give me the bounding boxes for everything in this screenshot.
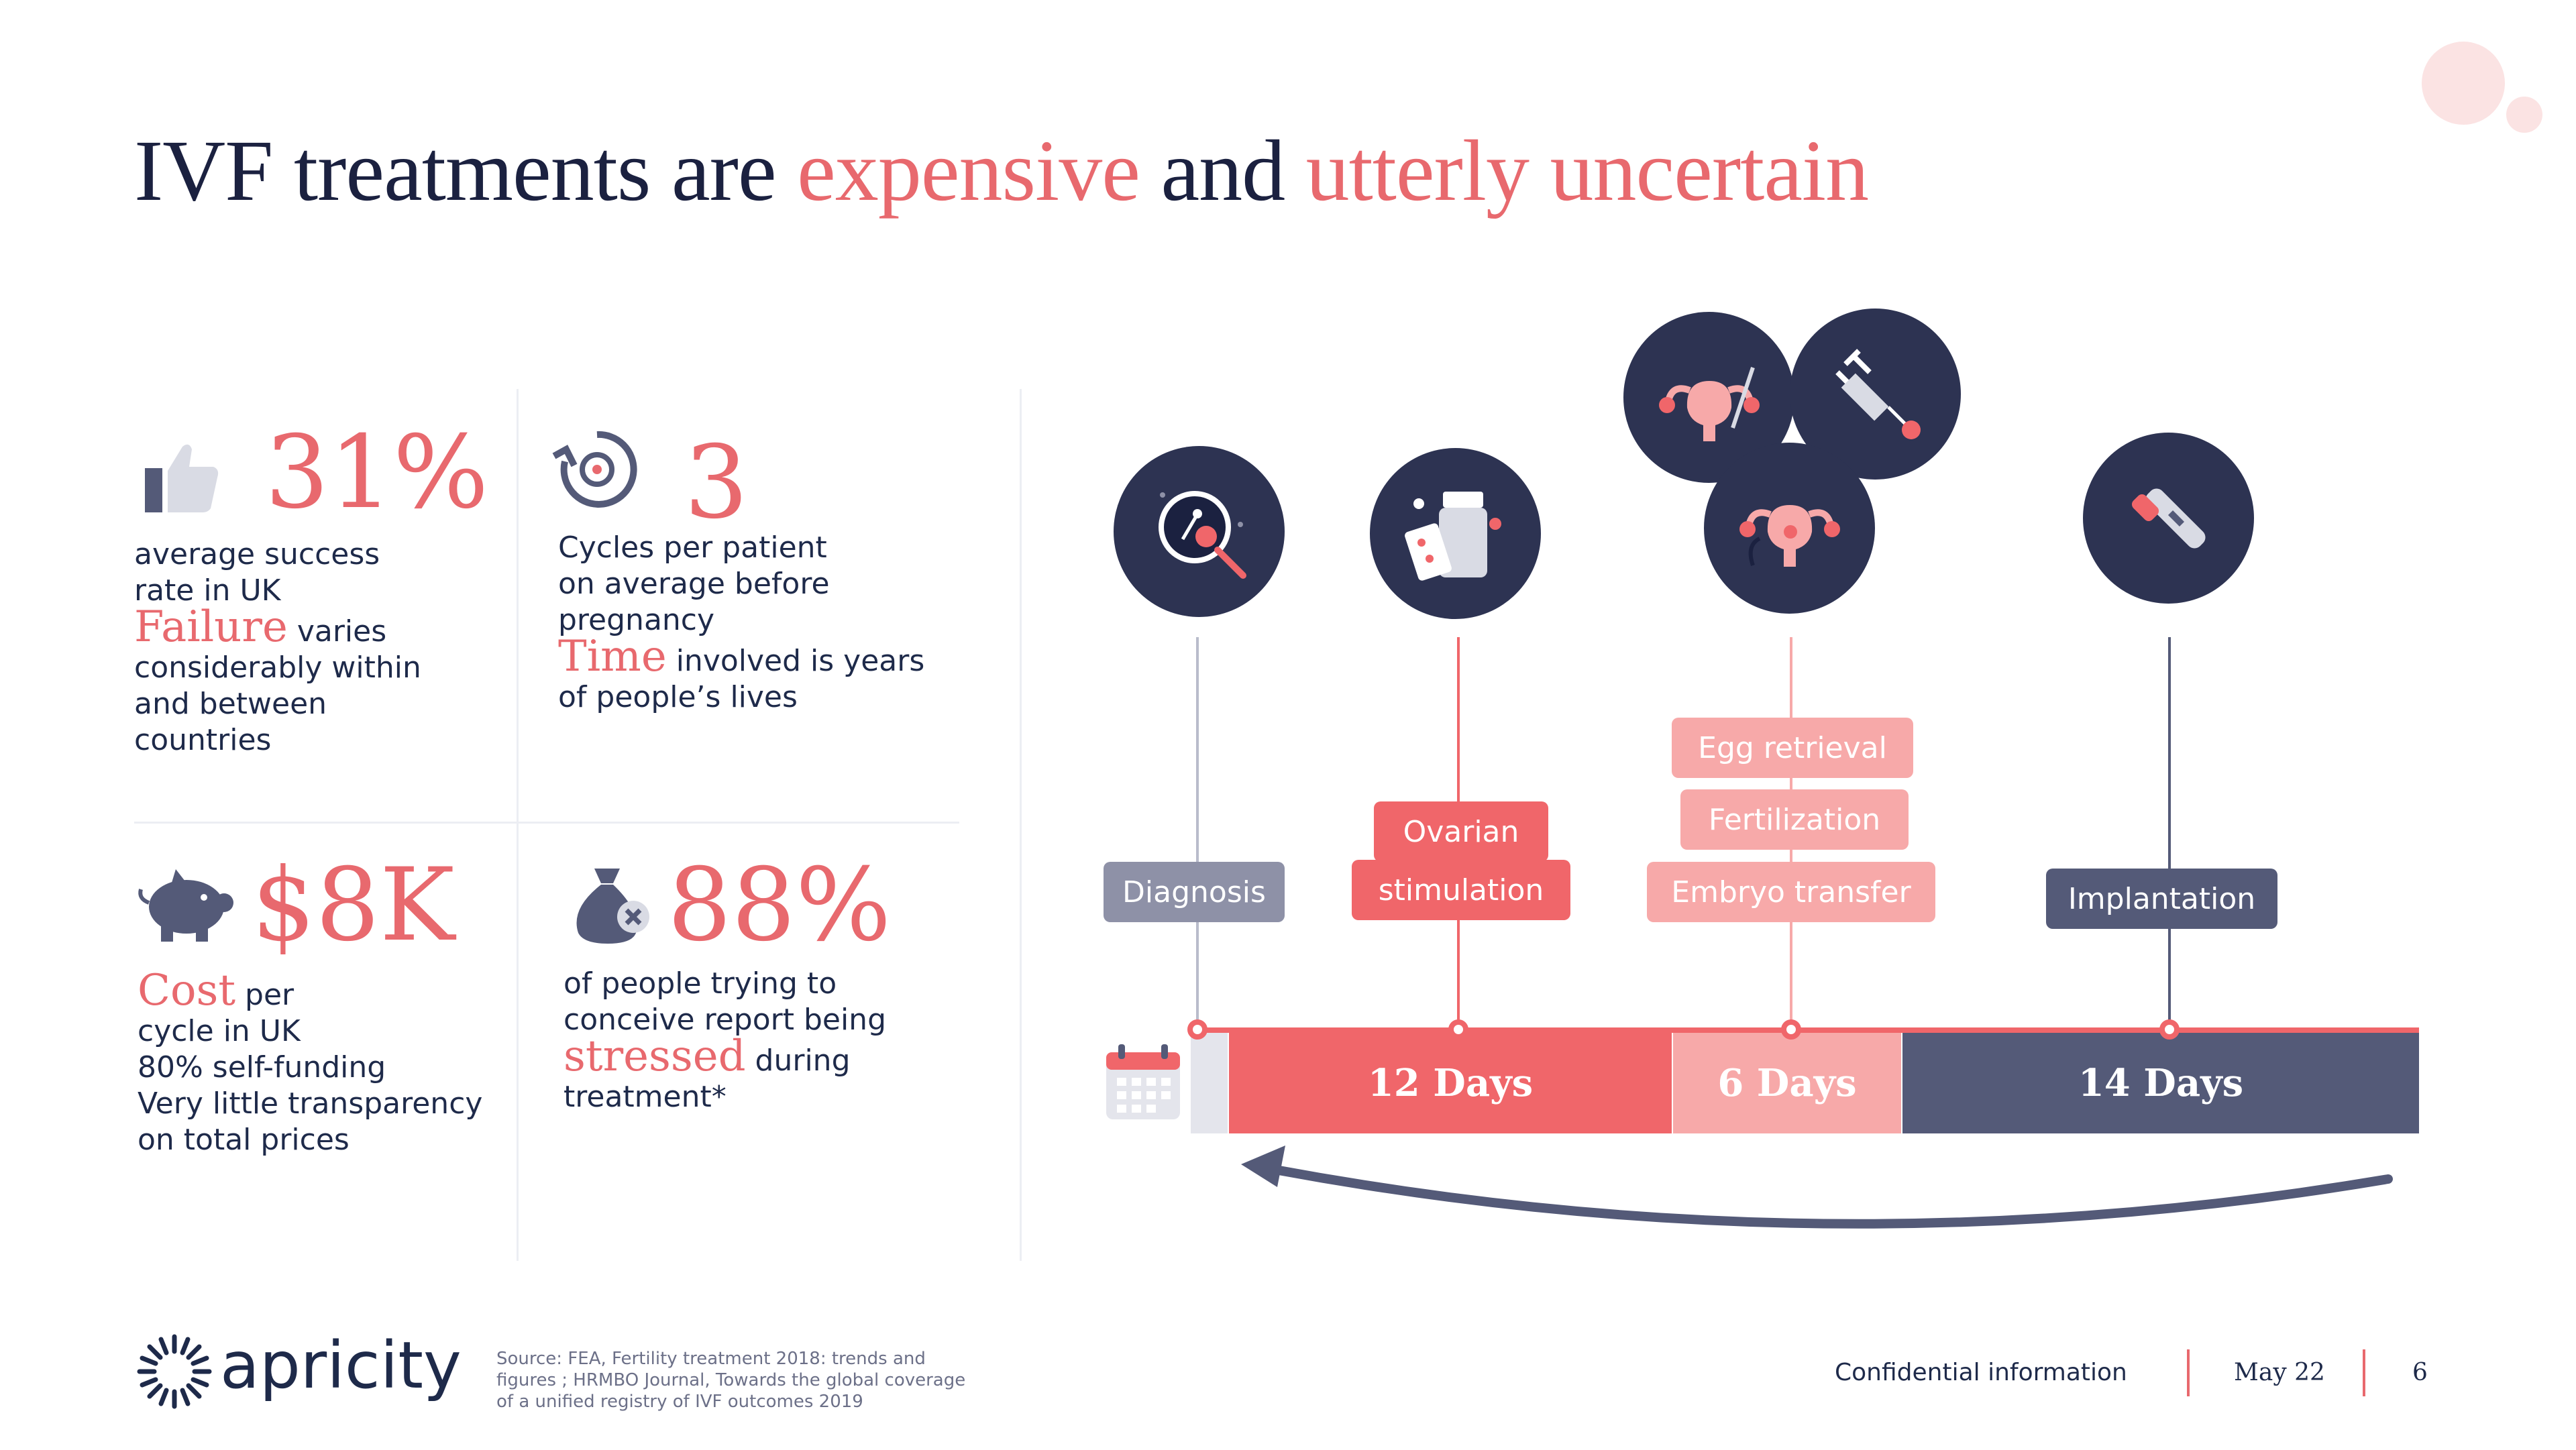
stat-cost-text: Cost per cycle in UK 80% self-funding Ve… <box>138 966 483 1157</box>
footer-date: May 22 <box>2234 1359 2325 1386</box>
timeline-marker-egg <box>1781 1019 1801 1040</box>
confidential-label: Confidential information <box>1835 1359 2127 1386</box>
timeline-marker-diagnosis <box>1187 1019 1208 1040</box>
pregnancy-test-icon <box>2131 488 2206 549</box>
stat-cost-value: $8K <box>252 847 455 964</box>
footer-separator-1 <box>2187 1349 2190 1396</box>
stat-success-text: average success rate in UK Failure varie… <box>134 537 421 757</box>
page-number: 6 <box>2412 1359 2428 1386</box>
step-egg-retrieval: Egg retrieval <box>1672 718 1913 778</box>
diagnosis-circle <box>1114 446 1285 617</box>
implant-connector-line <box>2168 637 2171 1026</box>
calendar-icon <box>1104 1043 1184 1123</box>
decorative-circle-large <box>2422 42 2505 125</box>
stat-stress-value: 88% <box>667 847 892 964</box>
step-implantation: Implantation <box>2046 869 2277 929</box>
timeline-marker-ovarian <box>1448 1019 1468 1040</box>
stat-cycles-text: Cycles per patient on average before pre… <box>558 531 925 714</box>
refresh-cycle-icon <box>550 423 644 516</box>
timeline-marker-implant <box>2159 1019 2180 1040</box>
step-embryo-transfer: Embryo transfer <box>1647 862 1935 922</box>
step-ovarian-top: Ovarian <box>1374 801 1548 862</box>
step-ovarian-bottom: stimulation <box>1352 860 1570 920</box>
implantation-circle <box>2083 433 2254 604</box>
timeline-segment-14-days: 14 Days <box>1902 1033 2419 1133</box>
thumbs-up-icon <box>141 436 221 516</box>
syringe-icon <box>1835 348 1921 439</box>
apricity-logo-icon <box>134 1331 215 1412</box>
uterus-icon <box>1658 366 1760 441</box>
footer-separator-2 <box>2363 1349 2365 1396</box>
timeline-divider-vertical <box>1020 389 1022 1261</box>
ovarian-circle <box>1370 448 1541 619</box>
stats-divider-horizontal <box>134 822 959 824</box>
uterus-embryo-icon <box>1739 504 1840 567</box>
page-title: IVF treatments are expensive and utterly… <box>134 123 1869 219</box>
timeline-segment-6-days: 6 Days <box>1673 1033 1901 1133</box>
stat-cycles-value: 3 <box>684 425 749 541</box>
piggy-bank-icon <box>134 865 235 946</box>
brand-name: apricity <box>220 1328 462 1403</box>
timeline-segment-12-days: 12 Days <box>1229 1033 1672 1133</box>
diagnosis-connector-line <box>1196 637 1199 1026</box>
cycle-return-arrow-icon <box>1241 1146 2393 1229</box>
medication-bottle-icon <box>1404 491 1501 581</box>
microscope-egg-icon <box>1158 490 1246 579</box>
step-diagnosis: Diagnosis <box>1104 862 1285 922</box>
timeline-top-edge <box>1191 1027 2419 1033</box>
timeline-start-segment <box>1191 1033 1228 1133</box>
money-bag-icon <box>564 855 657 949</box>
step-fertilization: Fertilization <box>1680 789 1909 850</box>
source-note: Source: FEA, Fertility treatment 2018: t… <box>496 1349 966 1412</box>
stat-stress-text: of people trying to conceive report bein… <box>564 966 886 1114</box>
uterus-circle-bottom <box>1704 443 1875 614</box>
decorative-circle-small <box>2506 97 2542 133</box>
stats-divider-vertical <box>517 389 519 1261</box>
stat-success-value: 31% <box>265 414 489 531</box>
